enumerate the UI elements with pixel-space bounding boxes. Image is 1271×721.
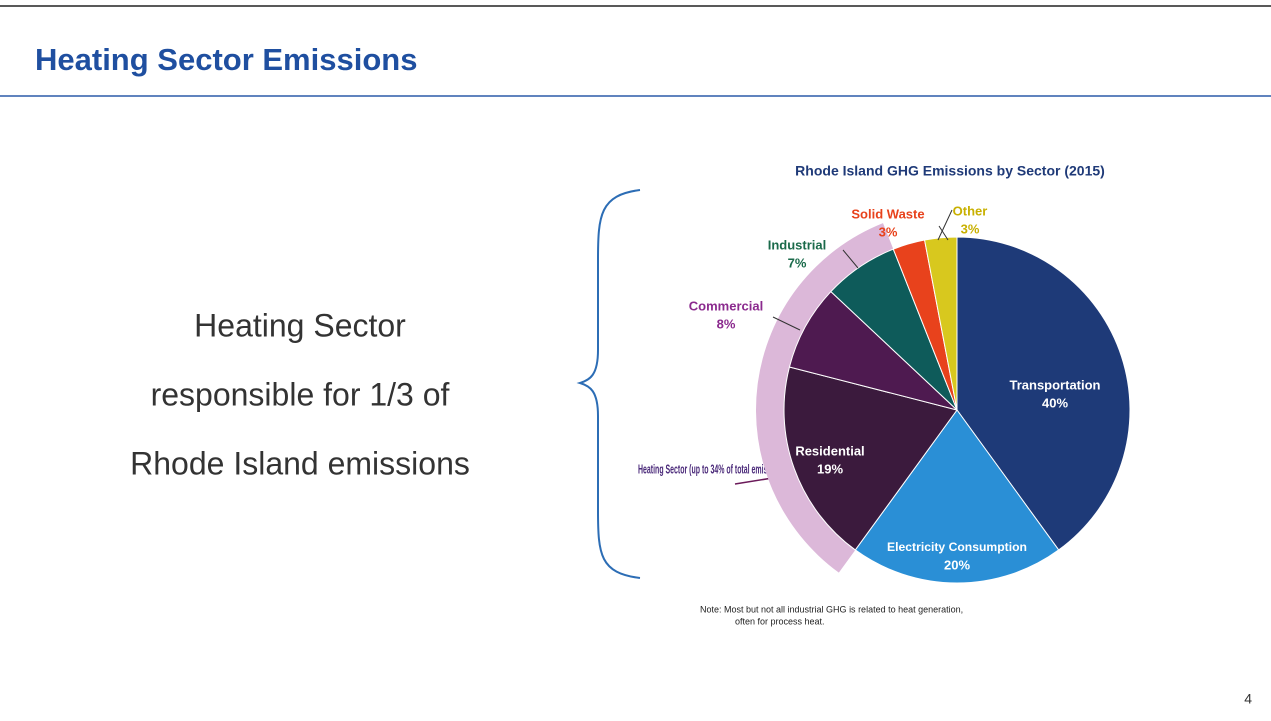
slice-label: Other xyxy=(953,203,988,218)
pie-slice xyxy=(854,409,1060,584)
pie-slice xyxy=(783,366,958,551)
slice-value: 3% xyxy=(879,224,898,239)
slice-value: 7% xyxy=(788,255,807,270)
chart-title: Rhode Island GHG Emissions by Sector (20… xyxy=(795,163,1105,179)
pie-slice xyxy=(923,236,958,411)
slice-value: 8% xyxy=(717,316,736,331)
slice-label: Residential xyxy=(795,443,864,458)
slide-title: Heating Sector Emissions xyxy=(35,42,417,77)
leader-line xyxy=(938,225,949,241)
slice-value: 40% xyxy=(1042,395,1068,410)
body-text: Rhode Island emissions xyxy=(130,445,470,481)
leader-line xyxy=(842,249,859,269)
leader-line xyxy=(937,209,953,241)
leader-line xyxy=(772,316,801,331)
body-text: responsible for 1/3 of xyxy=(151,376,450,412)
pie-slice xyxy=(956,236,1131,551)
slice-label: Solid Waste xyxy=(851,206,924,221)
slice-label: Industrial xyxy=(768,237,827,252)
annotation: Heating Sector (up to 34% of total emiss… xyxy=(638,461,788,476)
slice-label: Transportation xyxy=(1009,377,1100,392)
slice-label: Electricity Consumption xyxy=(887,540,1027,554)
note: Note: Most but not all industrial GHG is… xyxy=(700,604,963,614)
note: often for process heat. xyxy=(735,616,825,626)
heating-band xyxy=(755,223,894,573)
page-number: 4 xyxy=(1244,691,1252,707)
slice-value: 3% xyxy=(961,221,980,236)
slice-value: 20% xyxy=(944,557,970,572)
slice-value: 19% xyxy=(817,461,843,476)
body-text: Heating Sector xyxy=(194,307,406,343)
slice-label: Commercial xyxy=(689,298,763,313)
brace xyxy=(576,189,641,579)
